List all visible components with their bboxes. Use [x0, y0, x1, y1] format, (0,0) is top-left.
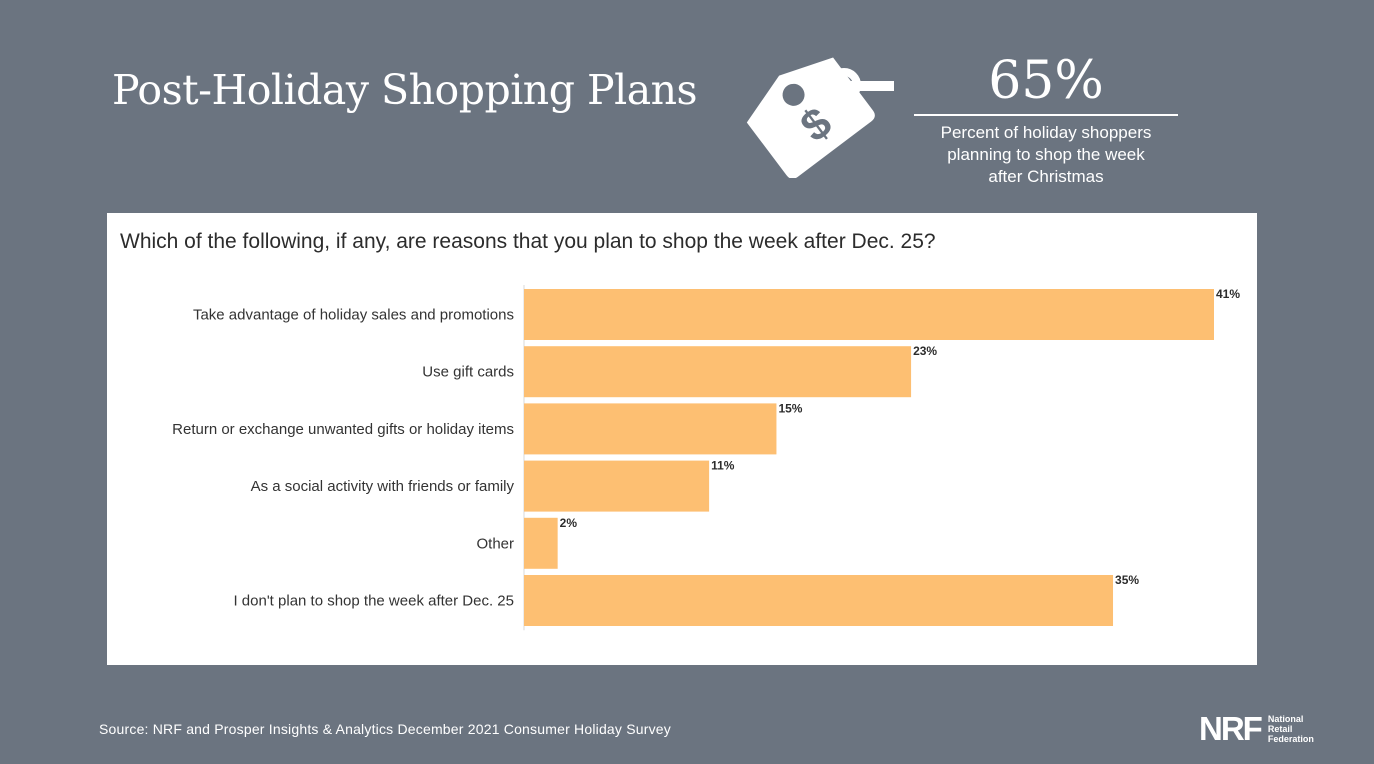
- stat-description-line: after Christmas: [988, 167, 1104, 186]
- category-label: Use gift cards: [422, 364, 514, 381]
- stat-block: 65% Percent of holiday shoppers planning…: [914, 50, 1178, 188]
- value-label: 2%: [560, 516, 578, 530]
- source-note: Source: NRF and Prosper Insights & Analy…: [99, 721, 671, 737]
- stat-value: 65%: [988, 51, 1104, 111]
- category-label: Return or exchange unwanted gifts or hol…: [172, 421, 514, 438]
- chart-title: Which of the following, if any, are reas…: [120, 230, 936, 253]
- nrf-logo: NRF National Retail Federation: [1199, 712, 1314, 746]
- category-label: As a social activity with friends or fam…: [251, 478, 515, 495]
- logo-text-line: National: [1267, 714, 1304, 724]
- value-label: 11%: [711, 459, 735, 473]
- bar-chart: Take advantage of holiday sales and prom…: [172, 285, 1240, 631]
- chart-panel: Which of the following, if any, are reas…: [107, 213, 1257, 665]
- stat-description: Percent of holiday shoppers planning to …: [914, 122, 1178, 188]
- stat-divider: [914, 114, 1178, 116]
- stat-description-line: Percent of holiday shoppers: [940, 123, 1152, 142]
- value-label: 35%: [1115, 573, 1139, 587]
- bar: [524, 289, 1214, 340]
- value-label: 41%: [1216, 287, 1240, 301]
- logo-text-line: Federation: [1267, 734, 1314, 744]
- value-label: 15%: [778, 401, 802, 415]
- category-label: I don't plan to shop the week after Dec.…: [233, 593, 514, 610]
- logo-mark: NRF: [1199, 710, 1263, 747]
- bar: [524, 460, 710, 512]
- category-label: Take advantage of holiday sales and prom…: [193, 307, 514, 324]
- bar: [524, 403, 777, 455]
- page-title: Post-Holiday Shopping Plans: [112, 66, 698, 114]
- logo-text-line: Retail: [1267, 724, 1293, 734]
- logo-text: National Retail Federation: [1268, 714, 1314, 744]
- stat-description-line: planning to shop the week: [947, 145, 1145, 164]
- price-tag-dollar-icon: $: [746, 57, 894, 178]
- bar: [524, 517, 558, 569]
- category-label: Other: [476, 535, 514, 552]
- value-label: 23%: [913, 344, 937, 358]
- bar: [524, 346, 912, 398]
- bar: [524, 575, 1114, 626]
